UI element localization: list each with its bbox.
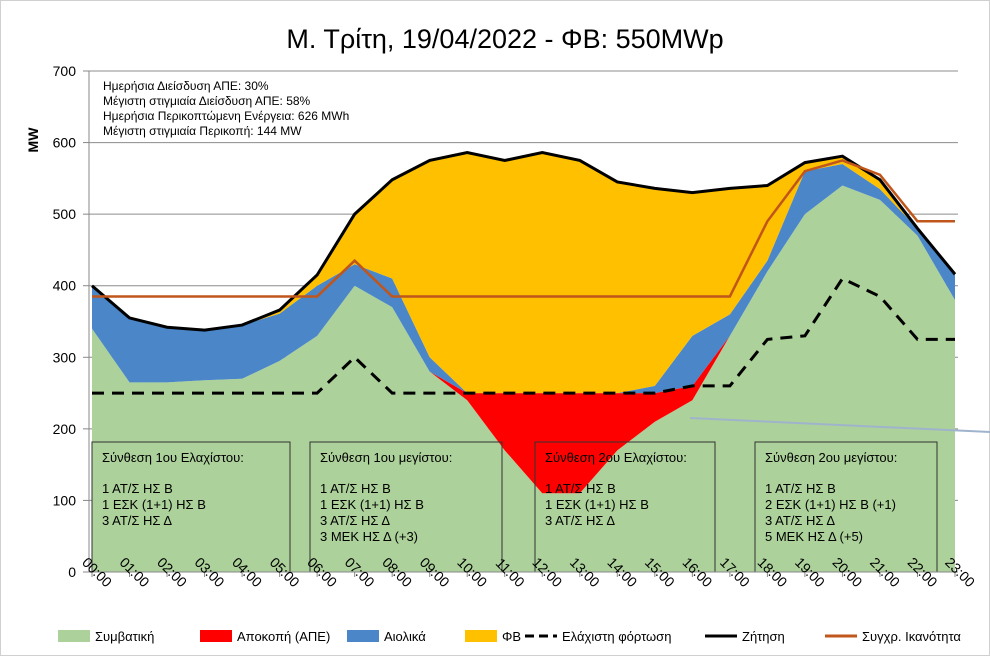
line	[92, 276, 955, 395]
legend-swatch	[58, 630, 90, 642]
box-line: 1 ΕΣΚ (1+1) ΗΣ Β	[545, 497, 649, 512]
pointer-line	[689, 417, 990, 433]
y-tick-label: 500	[53, 206, 77, 222]
box-title: Σύνθεση 1ου μεγίστου:	[320, 450, 452, 465]
area	[92, 164, 955, 394]
legend-label: Αιολικά	[384, 629, 426, 644]
box-line: 1 ΑΤ/Σ ΗΣ Β	[320, 481, 391, 496]
y-tick-label: 100	[53, 492, 77, 508]
y-axis-label: MW	[25, 127, 41, 153]
chart-title: Μ. Τρίτη, 19/04/2022 - ΦΒ: 550MWp	[286, 24, 723, 54]
y-tick-label: 600	[53, 135, 77, 151]
area	[92, 152, 955, 394]
area	[92, 185, 955, 572]
legend-swatch	[465, 630, 497, 642]
box-line: 1 ΑΤ/Σ ΗΣ Β	[102, 481, 173, 496]
box-line: 5 ΜΕΚ ΗΣ Δ (+5)	[765, 529, 863, 544]
area	[92, 185, 955, 494]
box-title: Σύνθεση 1ου Ελαχίστου:	[102, 450, 244, 465]
legend-label: ΦΒ	[502, 629, 521, 644]
box-line: 3 ΜΕΚ ΗΣ Δ (+3)	[320, 529, 418, 544]
y-tick-label: 300	[53, 349, 77, 365]
annotation: Μέγιστη στιγμιαία Διείσδυση ΑΠΕ: 58%	[103, 94, 311, 108]
y-tick-label: 700	[53, 63, 77, 79]
box-line: 3 ΑΤ/Σ ΗΣ Δ	[320, 513, 390, 528]
box-line: 3 ΑΤ/Σ ΗΣ Δ	[102, 513, 172, 528]
legend-label: Συγχρ. Ικανότητα	[862, 629, 961, 644]
box-line: 1 ΕΣΚ (1+1) ΗΣ Β	[102, 497, 206, 512]
line	[91, 151, 957, 332]
box-line: 3 ΑΤ/Σ ΗΣ Δ	[765, 513, 835, 528]
legend-label: Ελάχιστη φόρτωση	[562, 629, 671, 644]
annotation: Ημερήσια Περικοπτώμενη Ενέργεια: 626 MWh	[103, 109, 349, 123]
legend-label: Συμβατική	[95, 629, 154, 644]
legend-swatch	[347, 630, 379, 642]
box-line: 1 ΑΤ/Σ ΗΣ Β	[545, 481, 616, 496]
annotation: Μέγιστη στιγμιαία Περικοπή: 144 MW	[103, 124, 302, 138]
y-tick-label: 200	[53, 421, 77, 437]
legend-swatch	[200, 630, 232, 642]
line	[92, 159, 955, 298]
legend-label: Ζήτηση	[742, 629, 785, 644]
box-line: 1 ΑΤ/Σ ΗΣ Β	[765, 481, 836, 496]
y-tick-label: 0	[68, 564, 76, 580]
box-title: Σύνθεση 2ου μεγίστου:	[765, 450, 897, 465]
box-title: Σύνθεση 2ου Ελαχίστου:	[545, 450, 687, 465]
y-tick-label: 400	[53, 278, 77, 294]
legend-label: Αποκοπή (ΑΠΕ)	[237, 629, 330, 644]
annotation: Ημερήσια Διείσδυση ΑΠΕ: 30%	[103, 79, 269, 93]
box-line: 2 ΕΣΚ (1+1) ΗΣ Β (+1)	[765, 497, 896, 512]
box-line: 3 ΑΤ/Σ ΗΣ Δ	[545, 513, 615, 528]
box-line: 1 ΕΣΚ (1+1) ΗΣ Β	[320, 497, 424, 512]
